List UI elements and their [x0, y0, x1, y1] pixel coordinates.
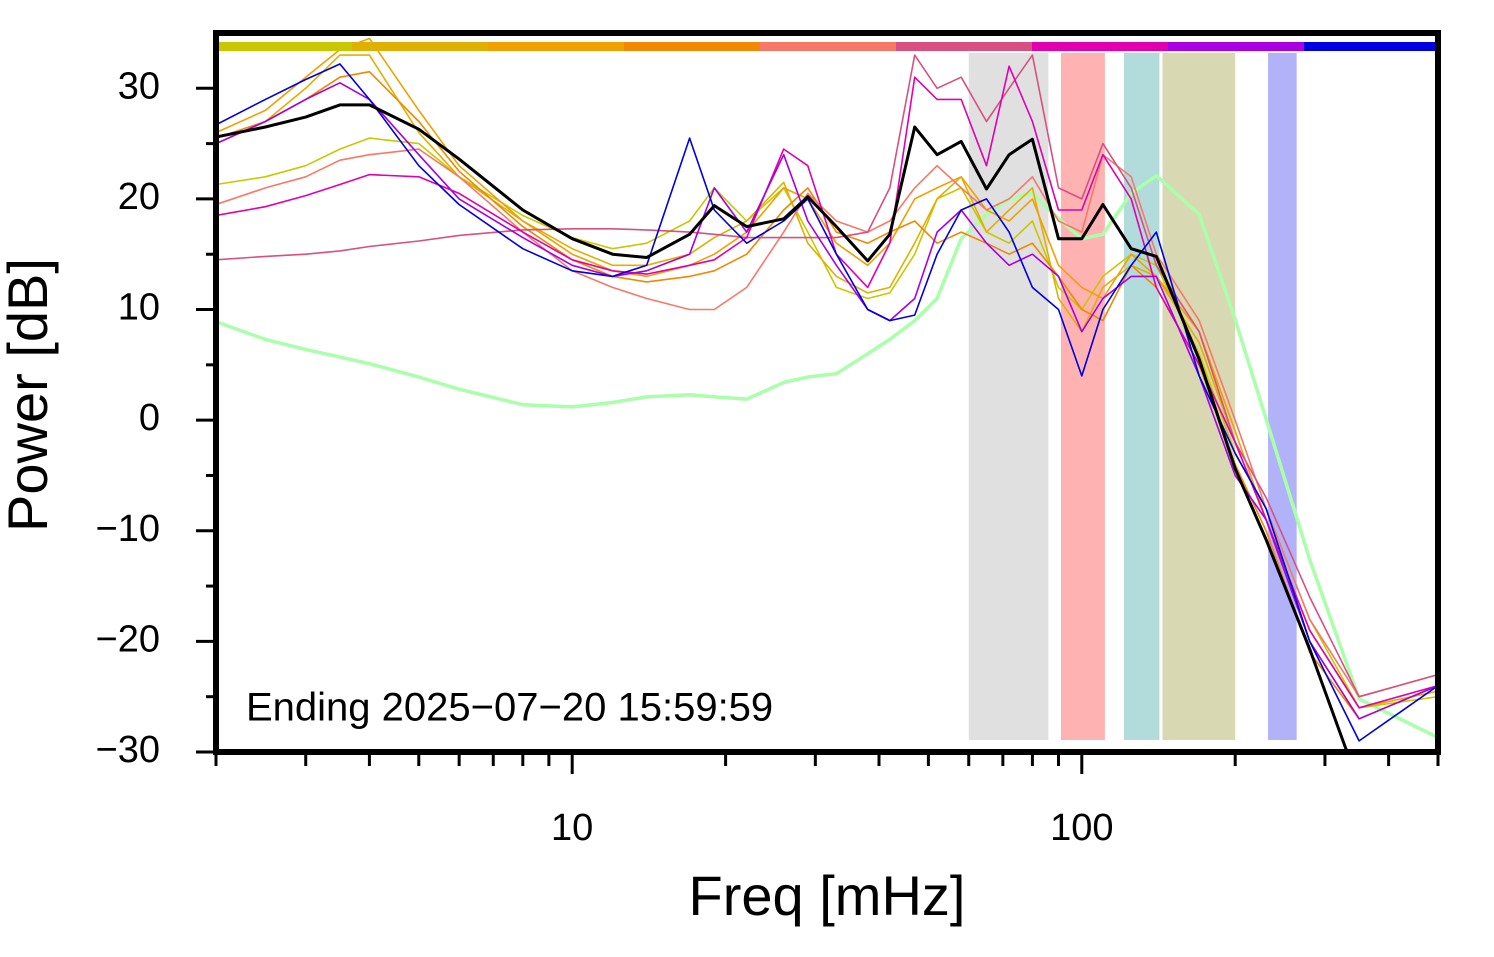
color-bar-segment	[760, 42, 896, 51]
band	[968, 53, 1049, 740]
series-line	[216, 70, 1438, 720]
color-bar-segment	[1304, 42, 1438, 51]
y-tick-label: 0	[139, 397, 160, 439]
color-bar-segment	[1032, 42, 1168, 51]
band	[1162, 53, 1236, 740]
series-line	[216, 103, 1349, 752]
plot-frame	[213, 30, 1441, 755]
color-bar-segment	[216, 42, 352, 51]
color-bar-segment	[624, 42, 760, 51]
y-tick-label: −30	[96, 729, 160, 771]
y-tick-label: −20	[96, 618, 160, 660]
x-tick-label: 10	[551, 807, 593, 849]
ticks: −30 −20 −10 0 10 20 30 10 100	[96, 65, 1440, 849]
y-axis-label: Power [dB]	[0, 258, 59, 532]
band	[1123, 53, 1160, 740]
y-tick-label: 20	[118, 176, 160, 218]
lines	[216, 37, 1438, 752]
color-bar	[216, 42, 1438, 51]
y-tick-label: 30	[118, 65, 160, 107]
y-tick-label: −10	[96, 508, 160, 550]
series-line	[216, 54, 1438, 709]
series-line	[216, 82, 1438, 720]
band	[1268, 53, 1297, 740]
color-bar-segment	[352, 42, 488, 51]
bands	[968, 53, 1297, 740]
y-tick-label: 10	[118, 287, 160, 329]
series-line	[216, 173, 1438, 740]
color-bar-segment	[1168, 42, 1304, 51]
annotation: Ending 2025−07−20 15:59:59	[246, 686, 773, 730]
series-line	[216, 37, 1438, 720]
color-bar-segment	[488, 42, 624, 51]
color-bar-segment	[896, 42, 1032, 51]
series-line	[216, 63, 1438, 742]
x-axis-label: Freq [mHz]	[689, 864, 966, 927]
series-line	[216, 148, 1438, 698]
x-tick-label: 100	[1050, 807, 1113, 849]
